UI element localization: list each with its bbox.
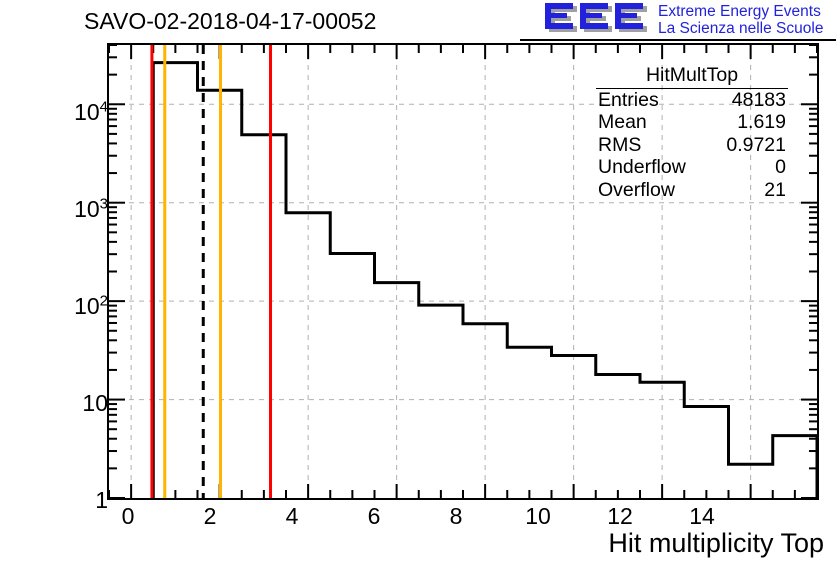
eee-logo: Extreme Energy Events La Scienza nelle S…	[528, 2, 828, 40]
xtick-label-2: 2	[203, 503, 217, 529]
xtick-label-8: 8	[449, 503, 463, 529]
stats-row-entries: Entries 48183	[596, 89, 788, 112]
stats-value-entries: 48183	[731, 88, 786, 111]
stats-key-rms: RMS	[598, 133, 642, 156]
stats-value-underflow: 0	[775, 156, 786, 178]
eee-logo-line1: Extreme Energy Events	[658, 3, 821, 20]
stats-value-mean: 1.619	[737, 111, 786, 133]
stats-box: HitMultTop Entries 48183 Mean 1.619 RMS …	[596, 64, 788, 201]
xtick-label-10: 10	[525, 503, 551, 529]
x-axis-title: Hit multiplicity Top	[608, 528, 824, 558]
histogram-outline	[151, 61, 817, 498]
ytick-label-1000: 103	[74, 195, 108, 222]
stats-key-entries: Entries	[598, 88, 659, 111]
ytick-label-10000: 104	[74, 98, 108, 125]
ytick-label-10: 10	[82, 390, 108, 416]
stats-key-mean: Mean	[598, 111, 647, 133]
eee-logo-text: Extreme Energy Events La Scienza nelle S…	[658, 3, 823, 37]
stats-key-overflow: Overflow	[598, 178, 675, 201]
header-divider	[520, 39, 836, 41]
eee-logo-line2: La Scienza nelle Scuole	[658, 20, 824, 37]
xtick-label-12: 12	[607, 503, 633, 529]
stats-row-mean: Mean 1.619	[596, 111, 788, 134]
gridlines	[109, 45, 817, 498]
xtick-label-6: 6	[367, 503, 381, 529]
stats-title: HitMultTop	[596, 64, 788, 89]
stats-value-overflow: 21	[764, 178, 786, 201]
plot-frame	[107, 43, 819, 500]
ytick-label-1: 1	[95, 487, 108, 513]
stats-key-underflow: Underflow	[598, 156, 686, 178]
stats-row-rms: RMS 0.9721	[596, 134, 788, 157]
xtick-label-4: 4	[285, 503, 299, 529]
stats-row-underflow: Underflow 0	[596, 156, 788, 179]
stats-value-rms: 0.9721	[726, 133, 786, 156]
xtick-label-0: 0	[121, 503, 135, 529]
stats-row-overflow: Overflow 21	[596, 179, 788, 202]
ytick-label-100: 102	[74, 292, 108, 319]
eee-logo-mark	[542, 2, 652, 36]
plot-area	[109, 45, 817, 498]
xtick-label-14: 14	[689, 503, 715, 529]
cut-lines	[150, 45, 273, 498]
page-title: SAVO-02-2018-04-17-00052	[84, 8, 377, 34]
histogram-canvas	[109, 45, 817, 498]
